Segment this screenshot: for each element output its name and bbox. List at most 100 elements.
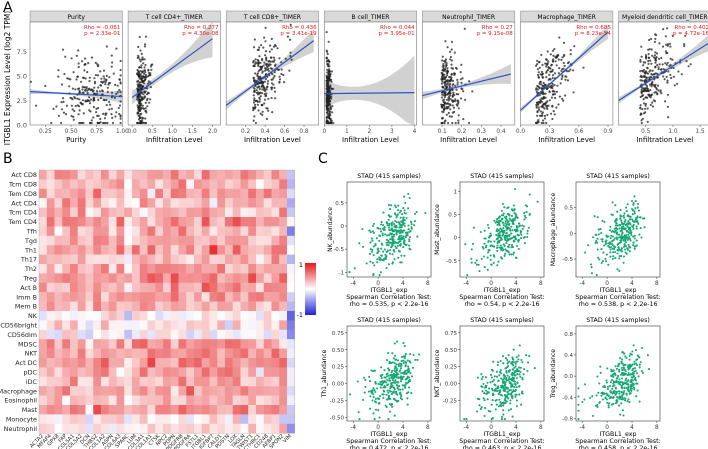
scatter-point <box>628 354 631 357</box>
heatmap-cell <box>70 301 78 312</box>
scatter-point <box>494 389 497 392</box>
scatter-point <box>330 95 333 99</box>
heatmap-cell <box>93 264 102 274</box>
scatter-point <box>589 396 592 399</box>
scatter-point <box>600 394 603 397</box>
scatter-point <box>504 367 507 370</box>
scatter-point <box>632 202 635 205</box>
heatmap-cell <box>186 339 195 349</box>
scatter-point <box>505 218 508 221</box>
heatmap-cell <box>279 292 288 302</box>
scatter-point <box>70 57 73 60</box>
scatter-point <box>106 86 109 89</box>
scatter-point <box>388 360 391 363</box>
heatmap-cell <box>170 329 179 340</box>
heatmap-cell <box>77 264 86 274</box>
scatter-point <box>689 63 692 66</box>
scatter-point <box>143 66 146 69</box>
scatter-point <box>267 69 270 72</box>
scatter-point <box>457 121 460 125</box>
scatter-point <box>640 121 643 125</box>
heatmap-cell <box>194 348 202 359</box>
scatter-point <box>541 72 544 75</box>
heatmap-cell <box>256 395 264 406</box>
scatter-point <box>504 222 507 225</box>
scatter-point <box>471 242 474 245</box>
heatmap-cell <box>194 245 202 255</box>
scatter-point <box>656 76 659 79</box>
scatter-point <box>536 120 539 123</box>
scatter-point <box>444 94 447 97</box>
heatmap-cell <box>170 282 179 293</box>
scatter-point <box>254 61 257 64</box>
heatmap-cell <box>225 254 233 265</box>
heatmap-cell <box>201 311 210 321</box>
scatter-point <box>356 380 359 383</box>
scatter-point <box>616 396 619 399</box>
heatmap-cell <box>46 282 55 293</box>
heatmap-cell <box>217 282 226 293</box>
heatmap-cell <box>77 423 86 434</box>
scatter-point <box>118 104 122 107</box>
scatter-point <box>613 220 616 223</box>
scatter-point <box>489 381 492 384</box>
scatter-point <box>77 49 80 52</box>
scatter-point <box>35 104 38 107</box>
scatter-point <box>640 119 643 122</box>
scatter-point <box>443 108 446 111</box>
heatmap-cell <box>85 254 94 265</box>
scatter-point <box>623 387 626 390</box>
scatter-point <box>639 70 642 73</box>
heatmap-cell <box>263 273 272 283</box>
scatter-point <box>627 371 630 375</box>
scatter-point <box>528 193 531 196</box>
scatter-point <box>396 376 399 379</box>
scatter-point <box>653 73 656 76</box>
scatter-point <box>492 261 495 264</box>
scatter-point <box>407 386 411 389</box>
heatmap-cell <box>54 217 63 227</box>
heatmap-cell <box>163 264 171 274</box>
scatter-point <box>684 34 687 37</box>
heatmap-cell <box>248 254 257 265</box>
scatter-point <box>109 103 112 106</box>
scatter-point <box>149 72 152 75</box>
scatter-point <box>611 201 614 204</box>
scatter-point <box>505 370 508 373</box>
scatter-point <box>463 418 466 421</box>
scatter-point <box>382 381 385 384</box>
scatter-point <box>119 117 122 120</box>
heatmap-cell <box>287 348 295 359</box>
scatter-point <box>409 353 412 356</box>
heatmap-cell <box>209 170 218 180</box>
scatter-point <box>138 35 141 39</box>
scatter-point <box>640 45 643 48</box>
heatmap-cell <box>93 395 102 406</box>
scatter-point <box>78 109 81 112</box>
scatter-point <box>622 364 625 367</box>
heatmap-cell <box>54 207 63 218</box>
scatter-point <box>656 93 659 96</box>
heatmap-cell <box>271 188 280 199</box>
scatter-point <box>537 71 540 74</box>
scatter-point <box>449 80 452 83</box>
x-tick-label: 4 <box>630 425 634 431</box>
scatter-point <box>480 373 483 376</box>
scatter-point <box>481 245 484 249</box>
scatter-point <box>543 107 546 110</box>
scatter-point <box>618 227 621 230</box>
scatter-point <box>441 74 444 77</box>
scatter-point <box>619 229 622 233</box>
scatter-point <box>442 64 445 67</box>
y-tick-label: 1 <box>454 189 458 195</box>
heatmap-cell <box>248 423 257 434</box>
scatter-point <box>496 264 499 267</box>
heatmap-cell <box>70 339 78 349</box>
heatmap-cell <box>287 245 295 255</box>
heatmap-cell <box>287 395 295 406</box>
scatter-point <box>87 88 90 91</box>
scatter-point <box>629 366 632 369</box>
heatmap-cell <box>201 320 210 330</box>
regression-line <box>324 92 415 95</box>
scatter-point <box>622 382 625 385</box>
